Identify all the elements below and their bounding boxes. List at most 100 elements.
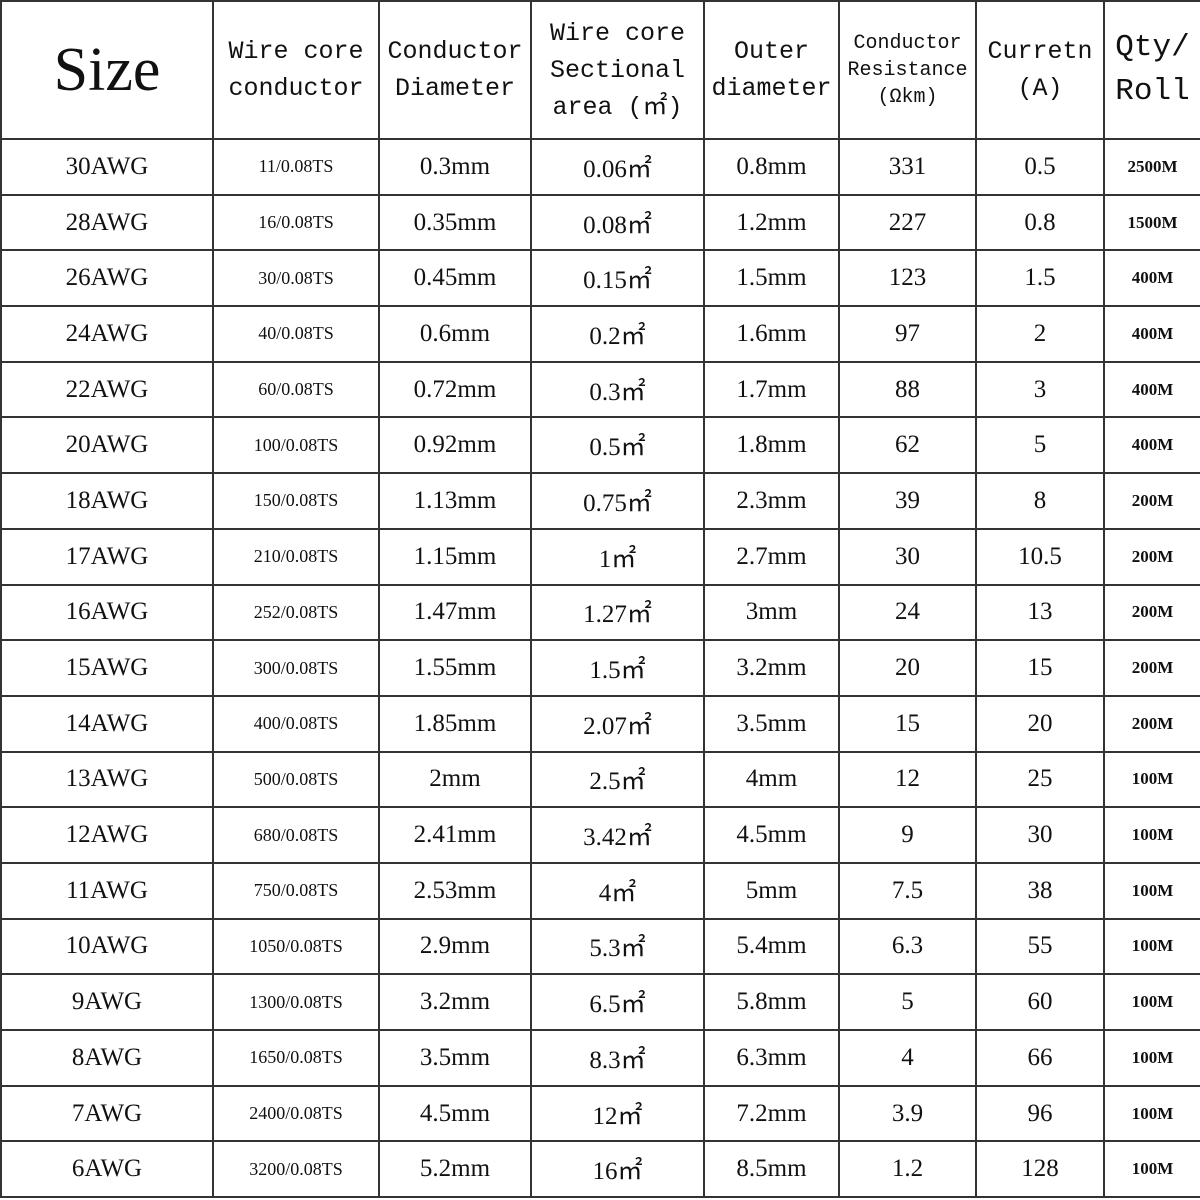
table-cell: 0.8 [975, 193, 1105, 252]
table-cell: 17AWG [0, 527, 214, 586]
table-cell: 3.5mm [378, 1029, 532, 1087]
header-line: (Ωkm) [877, 85, 938, 109]
table-cell: 20AWG [0, 416, 214, 475]
table-cell: 227 [838, 193, 977, 252]
table-cell: 11AWG [0, 861, 214, 920]
table-cell: 4mm [703, 750, 840, 809]
table-cell: 5.8mm [703, 973, 840, 1031]
table-cell: 4 [838, 1029, 977, 1087]
table-cell: 8 [975, 472, 1105, 530]
table-cell: 1.5mm [703, 249, 840, 308]
table-cell: 4.5mm [378, 1084, 532, 1143]
header-line: Wire core [549, 18, 686, 48]
table-cell: 30 [975, 806, 1105, 864]
table-cell: 331 [838, 138, 977, 196]
table-cell: 0.8mm [703, 138, 840, 196]
table-cell: 38 [975, 861, 1105, 920]
table-cell: 60 [975, 973, 1105, 1031]
table-cell: 5.4mm [703, 917, 840, 976]
table-cell: 16㎡ [530, 1140, 705, 1199]
table-body: 30AWG 11/0.08TS 0.3mm 0.06㎡ 0.8mm 331 0.5 2500M… [0, 138, 1200, 1199]
table-cell: 123 [838, 249, 977, 308]
table-cell: 2.7mm [703, 527, 840, 586]
table-cell: 8.5mm [703, 1140, 840, 1199]
table-cell: 62 [838, 416, 977, 475]
header-cell: Wire core conductor [212, 0, 380, 140]
table-cell: 15 [838, 694, 977, 753]
table-cell: 1.27㎡ [530, 583, 705, 642]
table-cell: 1.13mm [378, 472, 532, 530]
table-cell: 1.15mm [378, 527, 532, 586]
table-cell: 18AWG [0, 472, 214, 530]
header-line: Curretn [987, 37, 1093, 66]
table-cell: 30 [838, 527, 977, 586]
table-cell: 400M [1103, 416, 1200, 475]
table-cell: 100M [1103, 806, 1200, 864]
table-cell: 1.5㎡ [530, 639, 705, 697]
table-cell: 12㎡ [530, 1084, 705, 1143]
table-cell: 0.5㎡ [530, 416, 705, 475]
table-cell: 1.5 [975, 249, 1105, 308]
table-row: 17AWG 210/0.08TS 1.15mm 1㎡ 2.7mm 30 10.5 200M [0, 527, 1200, 586]
table-cell: 100M [1103, 750, 1200, 809]
table-cell: 3.2mm [703, 639, 840, 697]
table-cell: 2.5㎡ [530, 750, 705, 809]
table-row: 20AWG 100/0.08TS 0.92mm 0.5㎡ 1.8mm 62 5 400M [0, 416, 1200, 475]
header-cell: Wire core Sectional area (㎡) [530, 0, 705, 140]
table-row: 22AWG 60/0.08TS 0.72mm 0.3㎡ 1.7mm 88 3 400M [0, 360, 1200, 419]
table-cell: 2400/0.08TS [212, 1084, 380, 1143]
table-cell: 28AWG [0, 193, 214, 252]
table-cell: 60/0.08TS [212, 360, 380, 419]
table-row: 11AWG 750/0.08TS 2.53mm 4㎡ 5mm 7.5 38 100M [0, 861, 1200, 920]
table-row: 24AWG 40/0.08TS 0.6mm 0.2㎡ 1.6mm 97 2 400M [0, 305, 1200, 363]
table-cell: 0.35mm [378, 193, 532, 252]
table-cell: 0.75㎡ [530, 472, 705, 530]
table-cell: 0.5 [975, 138, 1105, 196]
header-line: Conductor [853, 31, 962, 55]
table-cell: 252/0.08TS [212, 583, 380, 642]
table-cell: 0.3㎡ [530, 360, 705, 419]
table-row: 26AWG 30/0.08TS 0.45mm 0.15㎡ 1.5mm 123 1.5 400M [0, 249, 1200, 308]
header-line: Conductor [387, 37, 523, 66]
header-line: Roll [1115, 74, 1190, 109]
table-cell: 1.2 [838, 1140, 977, 1199]
table-cell: 400/0.08TS [212, 694, 380, 753]
table-cell: 3.9 [838, 1084, 977, 1143]
table-cell: 66 [975, 1029, 1105, 1087]
table-cell: 1.85mm [378, 694, 532, 753]
table-cell: 0.45mm [378, 249, 532, 308]
table-cell: 12AWG [0, 806, 214, 864]
table-cell: 0.08㎡ [530, 193, 705, 252]
table-cell: 2.53mm [378, 861, 532, 920]
table-cell: 1㎡ [530, 527, 705, 586]
table-cell: 7.5 [838, 861, 977, 920]
table-cell: 1.6mm [703, 305, 840, 363]
table-row: 13AWG 500/0.08TS 2mm 2.5㎡ 4mm 12 25 100M [0, 750, 1200, 809]
table-row: 15AWG 300/0.08TS 1.55mm 1.5㎡ 3.2mm 20 15 200M [0, 639, 1200, 697]
table-cell: 3mm [703, 583, 840, 642]
table-cell: 97 [838, 305, 977, 363]
header-cell: Conductor Diameter [378, 0, 532, 140]
table-cell: 16/0.08TS [212, 193, 380, 252]
table-cell: 5mm [703, 861, 840, 920]
table-cell: 39 [838, 472, 977, 530]
table-cell: 5 [975, 416, 1105, 475]
table-cell: 2.3mm [703, 472, 840, 530]
header-line: Outer [733, 37, 809, 66]
table-cell: 200M [1103, 694, 1200, 753]
table-cell: 11/0.08TS [212, 138, 380, 196]
table-cell: 3 [975, 360, 1105, 419]
table-cell: 6.5㎡ [530, 973, 705, 1031]
table-cell: 3.5mm [703, 694, 840, 753]
table-cell: 200M [1103, 639, 1200, 697]
table-row: 6AWG 3200/0.08TS 5.2mm 16㎡ 8.5mm 1.2 128 100M [0, 1140, 1200, 1199]
table-cell: 1650/0.08TS [212, 1029, 380, 1087]
header-line: Wire core [228, 37, 364, 66]
table-row: 28AWG 16/0.08TS 0.35mm 0.08㎡ 1.2mm 227 0.8 1500… [0, 193, 1200, 252]
table-cell: 0.3mm [378, 138, 532, 196]
table-cell: 22AWG [0, 360, 214, 419]
table-cell: 1.55mm [378, 639, 532, 697]
table-cell: 3200/0.08TS [212, 1140, 380, 1199]
table-row: 16AWG 252/0.08TS 1.47mm 1.27㎡ 3mm 24 13 200M [0, 583, 1200, 642]
